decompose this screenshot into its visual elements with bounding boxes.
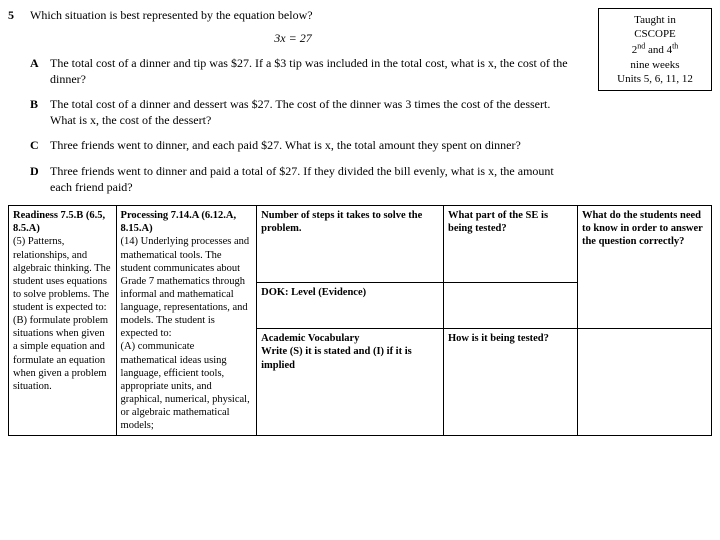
question-region: Taught in CSCOPE 2nd and 4th nine weeks … — [8, 8, 712, 195]
taught-line4: nine weeks — [630, 59, 679, 71]
choice-a: A The total cost of a dinner and tip was… — [8, 56, 578, 87]
table-row: Readiness 7.5.B (6.5, 8.5.A) (5) Pattern… — [9, 206, 712, 283]
readiness-cell: Readiness 7.5.B (6.5, 8.5.A) (5) Pattern… — [9, 206, 117, 436]
question-row: 5 Which situation is best represented by… — [8, 8, 578, 23]
choice-text: The total cost of a dinner and dessert w… — [50, 97, 578, 128]
readiness-body: (5) Patterns, relationships, and algebra… — [13, 236, 110, 391]
choice-text: Three friends went to dinner, and each p… — [50, 138, 578, 154]
taught-line5: Units 5, 6, 11, 12 — [617, 73, 693, 85]
taught-line3: 2nd and 4th — [632, 44, 679, 56]
empty-cell — [443, 282, 577, 328]
vocab-cell: Academic Vocabulary Write (S) it is stat… — [257, 329, 444, 436]
taught-line2: CSCOPE — [634, 28, 676, 40]
students-know-cell: What do the students need to know in ord… — [577, 206, 711, 329]
processing-title: Processing 7.14.A (6.12.A, 8.15.A) — [121, 210, 237, 234]
choice-label: D — [30, 164, 50, 195]
analysis-table: Readiness 7.5.B (6.5, 8.5.A) (5) Pattern… — [8, 205, 712, 436]
how-tested-cell: How is it being tested? — [443, 329, 577, 436]
question-block: 5 Which situation is best represented by… — [8, 8, 578, 195]
taught-box: Taught in CSCOPE 2nd and 4th nine weeks … — [598, 8, 712, 91]
dok-cell: DOK: Level (Evidence) — [257, 282, 444, 328]
equation: 3x = 27 — [8, 31, 578, 46]
empty-cell — [577, 329, 711, 436]
processing-cell: Processing 7.14.A (6.12.A, 8.15.A) (14) … — [116, 206, 257, 436]
choice-label: A — [30, 56, 50, 87]
taught-line1: Taught in — [634, 14, 676, 26]
steps-cell: Number of steps it takes to solve the pr… — [257, 206, 444, 283]
choice-text: The total cost of a dinner and tip was $… — [50, 56, 578, 87]
choice-b: B The total cost of a dinner and dessert… — [8, 97, 578, 128]
choice-d: D Three friends went to dinner and paid … — [8, 164, 578, 195]
question-prompt: Which situation is best represented by t… — [30, 8, 578, 23]
choice-c: C Three friends went to dinner, and each… — [8, 138, 578, 154]
processing-body: (14) Underlying processes and mathematic… — [121, 236, 250, 431]
choice-label: B — [30, 97, 50, 128]
question-number: 5 — [8, 8, 30, 23]
choice-label: C — [30, 138, 50, 154]
readiness-title: Readiness 7.5.B (6.5, 8.5.A) — [13, 210, 105, 234]
choice-text: Three friends went to dinner and paid a … — [50, 164, 578, 195]
se-tested-cell: What part of the SE is being tested? — [443, 206, 577, 283]
